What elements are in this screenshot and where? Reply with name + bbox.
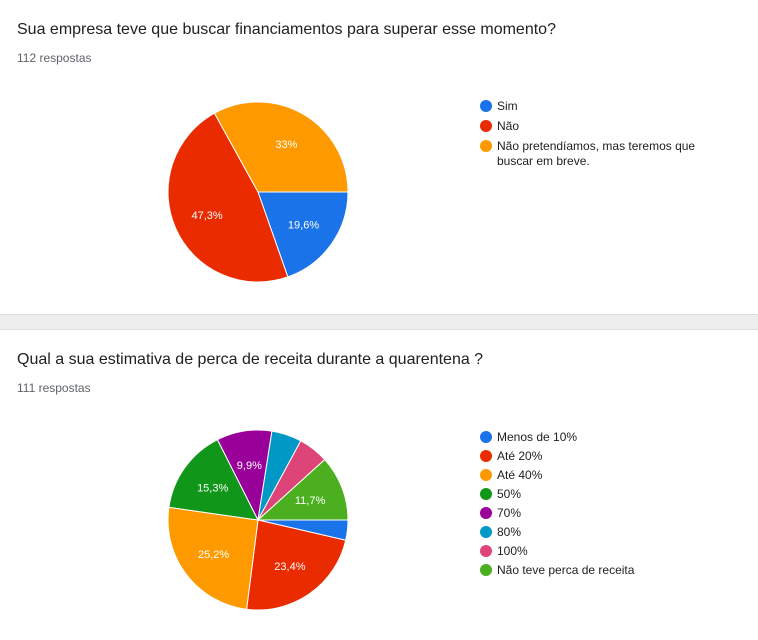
legend-dot-icon: [480, 507, 492, 519]
legend-item[interactable]: Não pretendíamos, mas teremos que buscar…: [480, 139, 710, 169]
legend-label: Não pretendíamos, mas teremos que buscar…: [497, 139, 696, 168]
pie-slice-2[interactable]: [167, 112, 289, 283]
legend-item[interactable]: Até 20%: [480, 449, 710, 464]
legend-dot-icon: [480, 120, 492, 132]
legend-dot-icon: [480, 564, 492, 576]
question-title: Sua empresa teve que buscar financiament…: [17, 21, 556, 38]
card-separator: [0, 314, 758, 330]
legend-label: Menos de 10%: [497, 430, 578, 444]
legend-dot-icon: [480, 469, 492, 481]
legend-label: 50%: [497, 487, 522, 501]
legend-label: 80%: [497, 525, 522, 539]
legend-label: Sim: [497, 99, 518, 113]
pie-slice-3[interactable]: [167, 506, 259, 610]
legend-label: 100%: [497, 544, 528, 558]
pie-slice-4[interactable]: [168, 438, 259, 521]
legend-label: Não: [497, 119, 520, 133]
legend-item[interactable]: Não: [480, 119, 710, 134]
legend-item[interactable]: Até 40%: [480, 468, 710, 483]
legend-item[interactable]: Sim: [480, 99, 710, 114]
pie-slice-8[interactable]: [256, 458, 349, 521]
response-count: 112 respostas: [17, 51, 92, 65]
question-card-revenue-loss: Qual a sua estimativa de perca de receit…: [0, 330, 758, 640]
legend-item[interactable]: 80%: [480, 525, 710, 540]
legend-label: Até 40%: [497, 468, 543, 482]
legend-dot-icon: [480, 488, 492, 500]
slice-label-8: 11,7%: [295, 495, 326, 507]
pie-chart-financing: 19,6% 47,3% 33%: [167, 101, 349, 283]
chart-legend-revenue-loss: Menos de 10% Até 20% Até 40% 50% 70% 80% 100% N…: [480, 430, 710, 582]
legend-label: 70%: [497, 506, 522, 520]
question-card-financing: Sua empresa teve que buscar financiament…: [0, 0, 758, 314]
legend-dot-icon: [480, 100, 492, 112]
slice-label-4: 15,3%: [197, 482, 228, 494]
legend-item[interactable]: 50%: [480, 487, 710, 502]
slice-label-5: 9,9%: [237, 460, 262, 472]
slice-label-1: 19,6%: [288, 219, 319, 231]
pie-slice-3[interactable]: [213, 101, 349, 193]
question-title: Qual a sua estimativa de perca de receit…: [17, 351, 484, 368]
pie-slice-2[interactable]: [246, 519, 347, 611]
legend-dot-icon: [480, 450, 492, 462]
chart-legend-financing: Sim Não Não pretendíamos, mas teremos que …: [480, 99, 710, 174]
pie-chart-revenue-loss: 23,4% 25,2% 15,3% 9,9% 11,7%: [167, 429, 349, 611]
legend-dot-icon: [480, 526, 492, 538]
slice-label-3: 33%: [275, 139, 297, 151]
legend-item[interactable]: 100%: [480, 544, 710, 559]
slice-label-3: 25,2%: [198, 549, 229, 561]
legend-item[interactable]: 70%: [480, 506, 710, 521]
legend-label: Não teve perca de receita: [497, 563, 635, 577]
legend-label: Até 20%: [497, 449, 543, 463]
legend-dot-icon: [480, 545, 492, 557]
slice-label-2: 23,4%: [274, 561, 305, 573]
slice-label-2: 47,3%: [191, 210, 222, 222]
legend-dot-icon: [480, 431, 492, 443]
legend-item[interactable]: Não teve perca de receita: [480, 563, 710, 578]
legend-dot-icon: [480, 140, 492, 152]
legend-item[interactable]: Menos de 10%: [480, 430, 710, 445]
response-count: 111 respostas: [17, 381, 91, 395]
